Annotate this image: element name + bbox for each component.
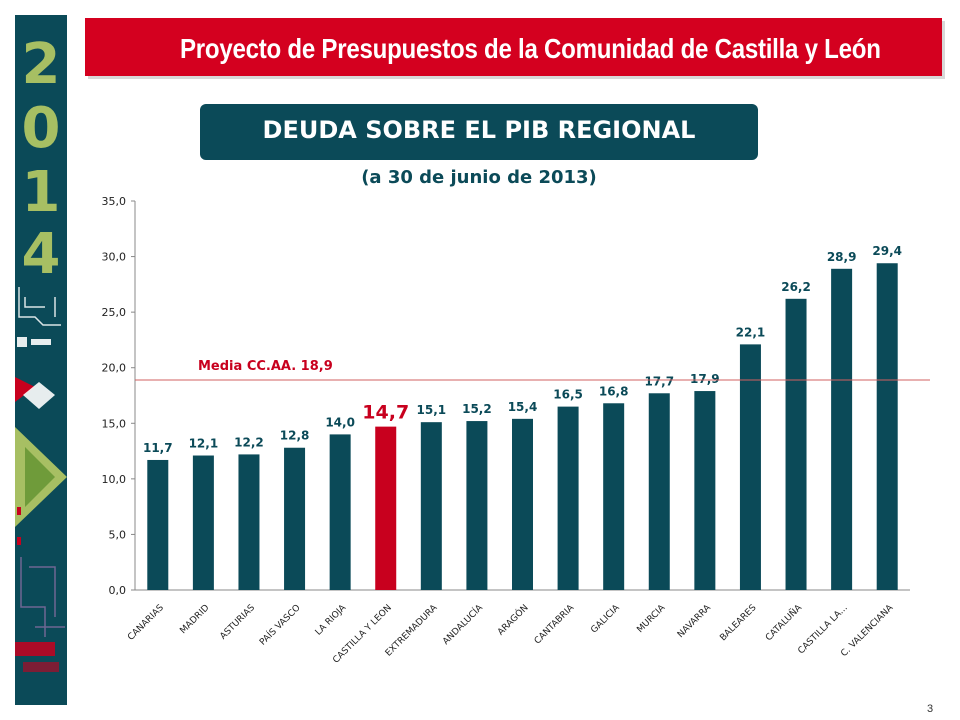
- bar: [284, 447, 306, 590]
- bar-value-label: 15,2: [462, 402, 492, 416]
- category-label: GALICIA: [589, 602, 622, 635]
- y-tick-label: 15,0: [102, 417, 127, 430]
- bar: [694, 391, 716, 590]
- bar: [192, 455, 214, 590]
- y-tick-label: 10,0: [102, 473, 127, 486]
- bar-value-label: 11,7: [143, 441, 173, 455]
- category-label: BALEARES: [718, 603, 758, 643]
- bar: [876, 263, 898, 590]
- chart-title-box: DEUDA SOBRE EL PIB REGIONAL: [200, 104, 758, 160]
- year-digit: 2: [21, 32, 61, 97]
- y-tick-label: 0,0: [109, 584, 127, 597]
- category-label: ASTURIAS: [218, 603, 257, 642]
- bar: [512, 418, 533, 590]
- category-label: MURCIA: [635, 602, 668, 635]
- circuit-decoration-icon: [15, 287, 67, 672]
- y-tick-label: 25,0: [102, 306, 127, 319]
- bar-value-label: 22,1: [736, 325, 766, 339]
- bar: [648, 393, 670, 590]
- bar: [785, 298, 807, 590]
- category-label: ARAGÓN: [495, 602, 531, 638]
- y-tick-label: 5,0: [109, 528, 127, 541]
- bar-value-label: 17,9: [690, 372, 720, 386]
- category-label: NAVARRA: [676, 602, 714, 640]
- bar-value-label: 12,8: [280, 429, 310, 443]
- y-tick-label: 35,0: [102, 195, 127, 208]
- bar: [238, 454, 260, 590]
- category-label: CANARIAS: [126, 603, 166, 643]
- bar-value-label: 17,7: [644, 374, 674, 388]
- bar-value-label: 12,1: [189, 437, 219, 451]
- bar-value-label: 12,2: [234, 435, 264, 449]
- bar: [739, 344, 761, 590]
- bar-value-label: 15,4: [508, 400, 538, 414]
- category-label: ANDALUCÍA: [440, 601, 486, 647]
- chart-title: DEUDA SOBRE EL PIB REGIONAL: [262, 116, 696, 144]
- bar-value-label: 16,5: [553, 388, 583, 402]
- bar: [557, 406, 579, 590]
- bar: [420, 422, 442, 590]
- title-banner: Proyecto de Presupuestos de la Comunidad…: [85, 18, 942, 76]
- category-label: MADRID: [178, 603, 211, 636]
- bar-value-label: 14,7: [362, 402, 409, 424]
- category-label: PAÍS VASCO: [257, 602, 303, 648]
- category-label: LA RIOJA: [314, 602, 349, 637]
- year-digit: 1: [21, 160, 61, 225]
- bar: [147, 459, 169, 590]
- bar-value-label: 15,1: [417, 403, 447, 417]
- mean-line-label: Media CC.AA. 18,9: [198, 359, 333, 374]
- y-tick-label: 20,0: [102, 362, 127, 375]
- year-digit: 0: [21, 96, 61, 161]
- category-label: CATALUÑA: [763, 602, 804, 643]
- bar: [466, 421, 488, 590]
- y-tick-label: 30,0: [102, 251, 127, 264]
- bar: [831, 268, 853, 590]
- chart-subtitle: (a 30 de junio de 2013): [361, 167, 597, 188]
- bar-value-label: 29,4: [872, 244, 902, 258]
- bar: [375, 426, 397, 590]
- year-sidebar: 2 0 1 4: [15, 15, 67, 705]
- page-number: 3: [927, 703, 934, 715]
- banner-title: Proyecto de Presupuestos de la Comunidad…: [180, 33, 881, 64]
- year-digit: 4: [21, 222, 61, 287]
- bar-value-label: 28,9: [827, 250, 857, 264]
- bar-value-label: 14,0: [325, 415, 355, 429]
- bar: [603, 403, 625, 590]
- bar-value-label: 26,2: [781, 280, 811, 294]
- category-label: CANTABRIA: [533, 602, 577, 646]
- bar: [329, 434, 351, 590]
- bar-value-label: 16,8: [599, 384, 629, 398]
